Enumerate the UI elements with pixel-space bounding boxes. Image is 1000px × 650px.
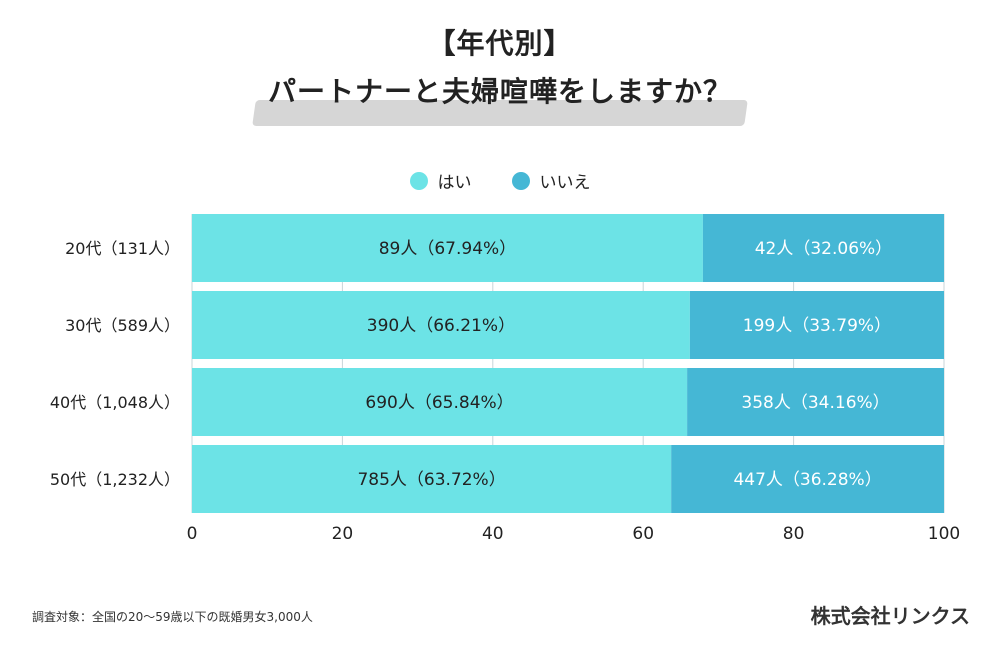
data-label-yes: 390人（66.21%） xyxy=(367,316,515,336)
data-label-yes: 785人（63.72%） xyxy=(357,470,505,490)
x-tick-label: 100 xyxy=(928,524,960,544)
legend-swatch-yes xyxy=(409,171,428,190)
legend: はい いいえ xyxy=(0,168,1000,193)
legend-swatch-no xyxy=(511,171,530,190)
company-name: 株式会社リンクス xyxy=(810,604,970,628)
x-tick-label: 20 xyxy=(332,524,354,544)
data-label-no: 199人（33.79%） xyxy=(743,316,891,336)
category-label: 30代（589人） xyxy=(65,316,180,335)
chart-title-line1: 【年代別】 xyxy=(427,27,573,60)
data-label-no: 358人（34.16%） xyxy=(741,393,889,413)
legend-label-yes: はい xyxy=(437,173,472,193)
category-label: 20代（131人） xyxy=(65,239,180,258)
bar-segment-no xyxy=(671,445,944,513)
x-tick-label: 40 xyxy=(482,524,504,544)
legend-item-yes: はい xyxy=(409,168,472,193)
bar-segment-yes xyxy=(192,368,688,436)
bar-segment-no xyxy=(689,291,944,359)
category-label: 50代（1,232人） xyxy=(50,470,180,489)
survey-footnote: 調査対象：全国の20〜59歳以下の既婚男女3,000人 xyxy=(32,610,313,624)
bar-segment-no xyxy=(687,368,944,436)
category-label: 40代（1,048人） xyxy=(50,393,180,412)
x-tick-label: 0 xyxy=(187,524,198,544)
legend-item-no: いいえ xyxy=(511,168,591,193)
chart-title-block: 【年代別】 パートナーと夫婦喧嘩をしますか？ xyxy=(0,22,1000,126)
legend-label-no: いいえ xyxy=(539,173,591,193)
data-label-no: 42人（32.06%） xyxy=(755,239,892,259)
bar-segment-yes xyxy=(192,291,690,359)
x-tick-label: 60 xyxy=(632,524,654,544)
chart-title-line2-wrap: パートナーと夫婦喧嘩をしますか？ xyxy=(252,70,748,126)
chart-title-line2: パートナーと夫婦喧嘩をしますか？ xyxy=(267,75,732,108)
x-tick-label: 80 xyxy=(783,524,805,544)
bar-segment-yes xyxy=(192,214,703,282)
bar-segment-no xyxy=(702,214,944,282)
bar-segment-yes xyxy=(192,445,672,513)
data-label-no: 447人（36.28%） xyxy=(733,470,881,490)
data-label-yes: 690人（65.84%） xyxy=(365,393,513,413)
data-label-yes: 89人（67.94%） xyxy=(379,239,516,259)
